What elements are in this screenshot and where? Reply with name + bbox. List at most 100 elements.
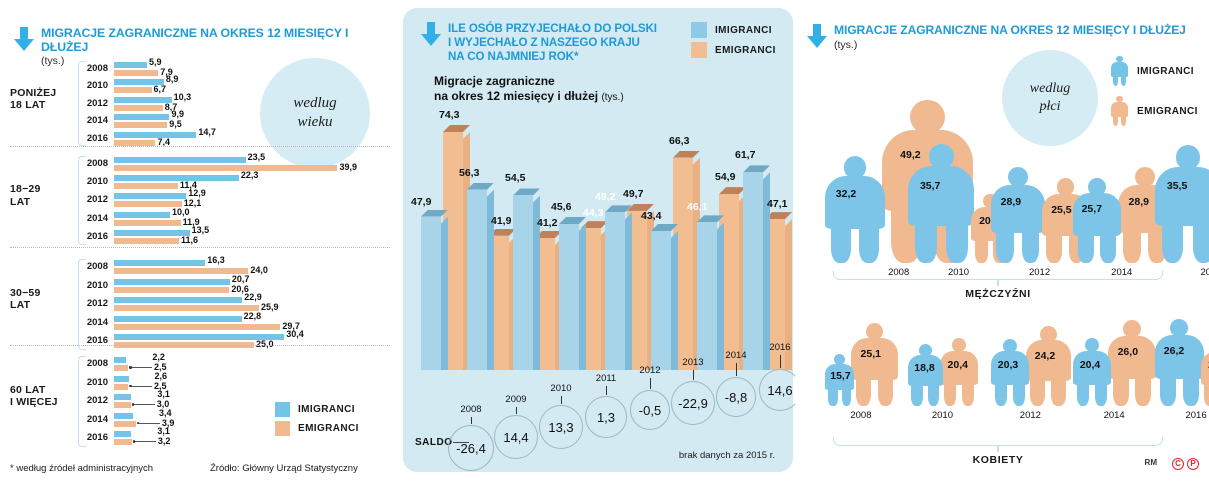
bar-label-emigranci: 74,3 — [439, 109, 460, 121]
bar-label-imigranci: 46,1 — [687, 201, 708, 214]
person-body — [991, 351, 1029, 385]
saldo-stem-2016 — [780, 355, 781, 368]
age-group-bracket-1 — [78, 156, 86, 245]
saldo-stem-2013 — [693, 370, 694, 380]
bar-emigranci — [443, 125, 470, 370]
bar-label-imigranci: 43,4 — [641, 209, 662, 222]
bar-imigranci — [697, 215, 724, 370]
person-body — [1155, 335, 1204, 379]
bar-value-emigranci: 11,4 — [179, 180, 197, 191]
year-label: 2014 — [86, 413, 108, 425]
bar-value-imigranci: 22,9 — [244, 292, 262, 303]
person-year-2016: 2016 — [1200, 267, 1209, 278]
bar-side-face — [739, 194, 746, 370]
person-value-emigranci-2008: 49,2 — [900, 148, 921, 161]
legend-label-emi: EMIGRANCI — [1137, 105, 1198, 117]
middle-header-line3: NA CO NAJMNIEJ ROK* — [448, 50, 579, 63]
person-imigranci-2016 — [1155, 145, 1209, 263]
bar-label-emigranci: 49,7 — [623, 187, 644, 200]
bar-imigranci — [114, 375, 129, 382]
legend-label-imi: IMIGRANCI — [298, 404, 355, 415]
person-leg-left — [1112, 74, 1119, 86]
bar-top-face — [697, 215, 724, 222]
bar-emigranci — [114, 420, 136, 427]
person-leg-right — [1100, 234, 1116, 263]
age-group-label-2: 30−59 LAT — [10, 287, 72, 312]
right-legend: IMIGRANCI EMIGRANCI — [1111, 56, 1198, 136]
legend-item-imi: IMIGRANCI — [275, 402, 359, 417]
bar-top-face — [743, 165, 770, 172]
panel-gender: MIGRACJE ZAGRANICZNE NA OKRES 12 MIESIĘC… — [795, 0, 1209, 487]
bar-value-imigranci: 12,9 — [188, 188, 206, 199]
bar-row: 2012 10,3 8,7 — [0, 92, 330, 113]
bar-value-emigranci: 20,6 — [231, 283, 249, 294]
saldo-year-2008: 2008 — [460, 404, 482, 415]
person-imigranci-2016 — [1155, 319, 1204, 406]
year-bar-group-2014: 54,9 46,1 — [687, 132, 750, 370]
bar-front-face — [489, 235, 509, 370]
bar-emigranci — [114, 237, 179, 244]
saldo-stem-2008 — [471, 417, 472, 424]
right-header-unit: (tys.) — [834, 38, 858, 51]
bar-value-imigranci: 5,9 — [149, 57, 162, 67]
arrow-down-icon — [807, 24, 827, 50]
bar-row: 2010 20,7 20,6 — [0, 274, 330, 295]
bar-imigranci — [114, 394, 132, 401]
person-head — [1123, 319, 1142, 338]
wedlug-wieku-badge: wedlug wieku — [260, 58, 370, 168]
person-value-imigranci-2014: 25,7 — [1081, 203, 1103, 216]
bar-value-imigranci: 8,9 — [165, 74, 179, 85]
panel-years: ILE OSÓB PRZYJECHAŁO DO POLSKI I WYJECHA… — [403, 0, 801, 487]
bar-value-emigranci: 25,0 — [256, 339, 274, 350]
saldo-year-2010: 2010 — [550, 383, 572, 394]
bar-value-emigranci: 7,9 — [160, 67, 173, 77]
saldo-circle-2014: -8,8 — [716, 377, 756, 417]
year-label: 2012 — [86, 298, 108, 310]
year-label: 2016 — [86, 132, 108, 144]
arrow-down-icon — [14, 27, 34, 53]
bar-row: 2010 2,6 2,5 — [0, 370, 330, 392]
person-year-2008: 2008 — [850, 410, 872, 421]
person-emigranci-2008 — [851, 322, 898, 406]
person-leg-left — [1159, 376, 1176, 406]
bar-emigranci — [114, 365, 128, 371]
bar-top-face — [559, 217, 586, 224]
bar-label-imigranci: 47,9 — [411, 195, 432, 208]
bar-front-face — [743, 172, 763, 370]
men-pictogram-chart: 32,2 49,2 2008 35,7 20,8 2010 28,9 25,5 2012 25,7… — [805, 95, 1209, 280]
person-imigranci-2008 — [825, 353, 855, 406]
person-value-emigranci-2010: 20,4 — [947, 358, 968, 371]
legend-swatch-imi — [691, 22, 707, 38]
bar-leader-emigranci — [137, 422, 160, 424]
year-bar-group-2011: 45,6 44,3 — [551, 132, 612, 370]
women-bracket-tick — [997, 446, 999, 452]
bar-imigranci — [114, 175, 239, 182]
saldo-circle-2011: 1,3 — [585, 396, 627, 438]
bar-imigranci — [114, 260, 206, 266]
person-leg-left — [914, 223, 937, 263]
bar-top-face — [467, 183, 494, 190]
person-value-emigranci-2014: 28,9 — [1128, 195, 1149, 208]
person-leg-left — [975, 239, 988, 263]
bar-pair — [114, 229, 190, 244]
person-leg-right — [1182, 376, 1199, 406]
middle-header-line1: ILE OSÓB PRZYJECHAŁO DO POLSKI — [448, 22, 657, 35]
year-label: 2014 — [86, 316, 108, 328]
bar-emigranci — [114, 402, 131, 409]
bar-side-face — [555, 238, 562, 370]
bar-imigranci — [114, 79, 164, 86]
year-label: 2010 — [86, 80, 108, 92]
bar-emigranci — [673, 151, 700, 370]
person-leg-left — [1077, 234, 1094, 263]
bar-imigranci — [114, 131, 197, 138]
year-label: 2016 — [86, 335, 108, 347]
bar-value-imigranci: 2,6 — [154, 370, 168, 381]
age-separator-1 — [10, 247, 390, 248]
left-header-title: MIGRACJE ZAGRANICZNE NA OKRES 12 MIESIĘC… — [41, 26, 349, 54]
bar-row: 2008 23,5 39,9 — [0, 152, 357, 173]
legend-person-icon-emi — [1111, 96, 1128, 126]
badge-line2: wieku — [297, 114, 333, 130]
age-group-label-line1: PONIŻEJ — [10, 86, 57, 99]
middle-3d-bar-chart: 74,3 47,9 56,3 41,9 54,5 41,2 45,6 44,3 49,7 49,2… — [411, 109, 793, 370]
person-head — [1170, 319, 1189, 338]
